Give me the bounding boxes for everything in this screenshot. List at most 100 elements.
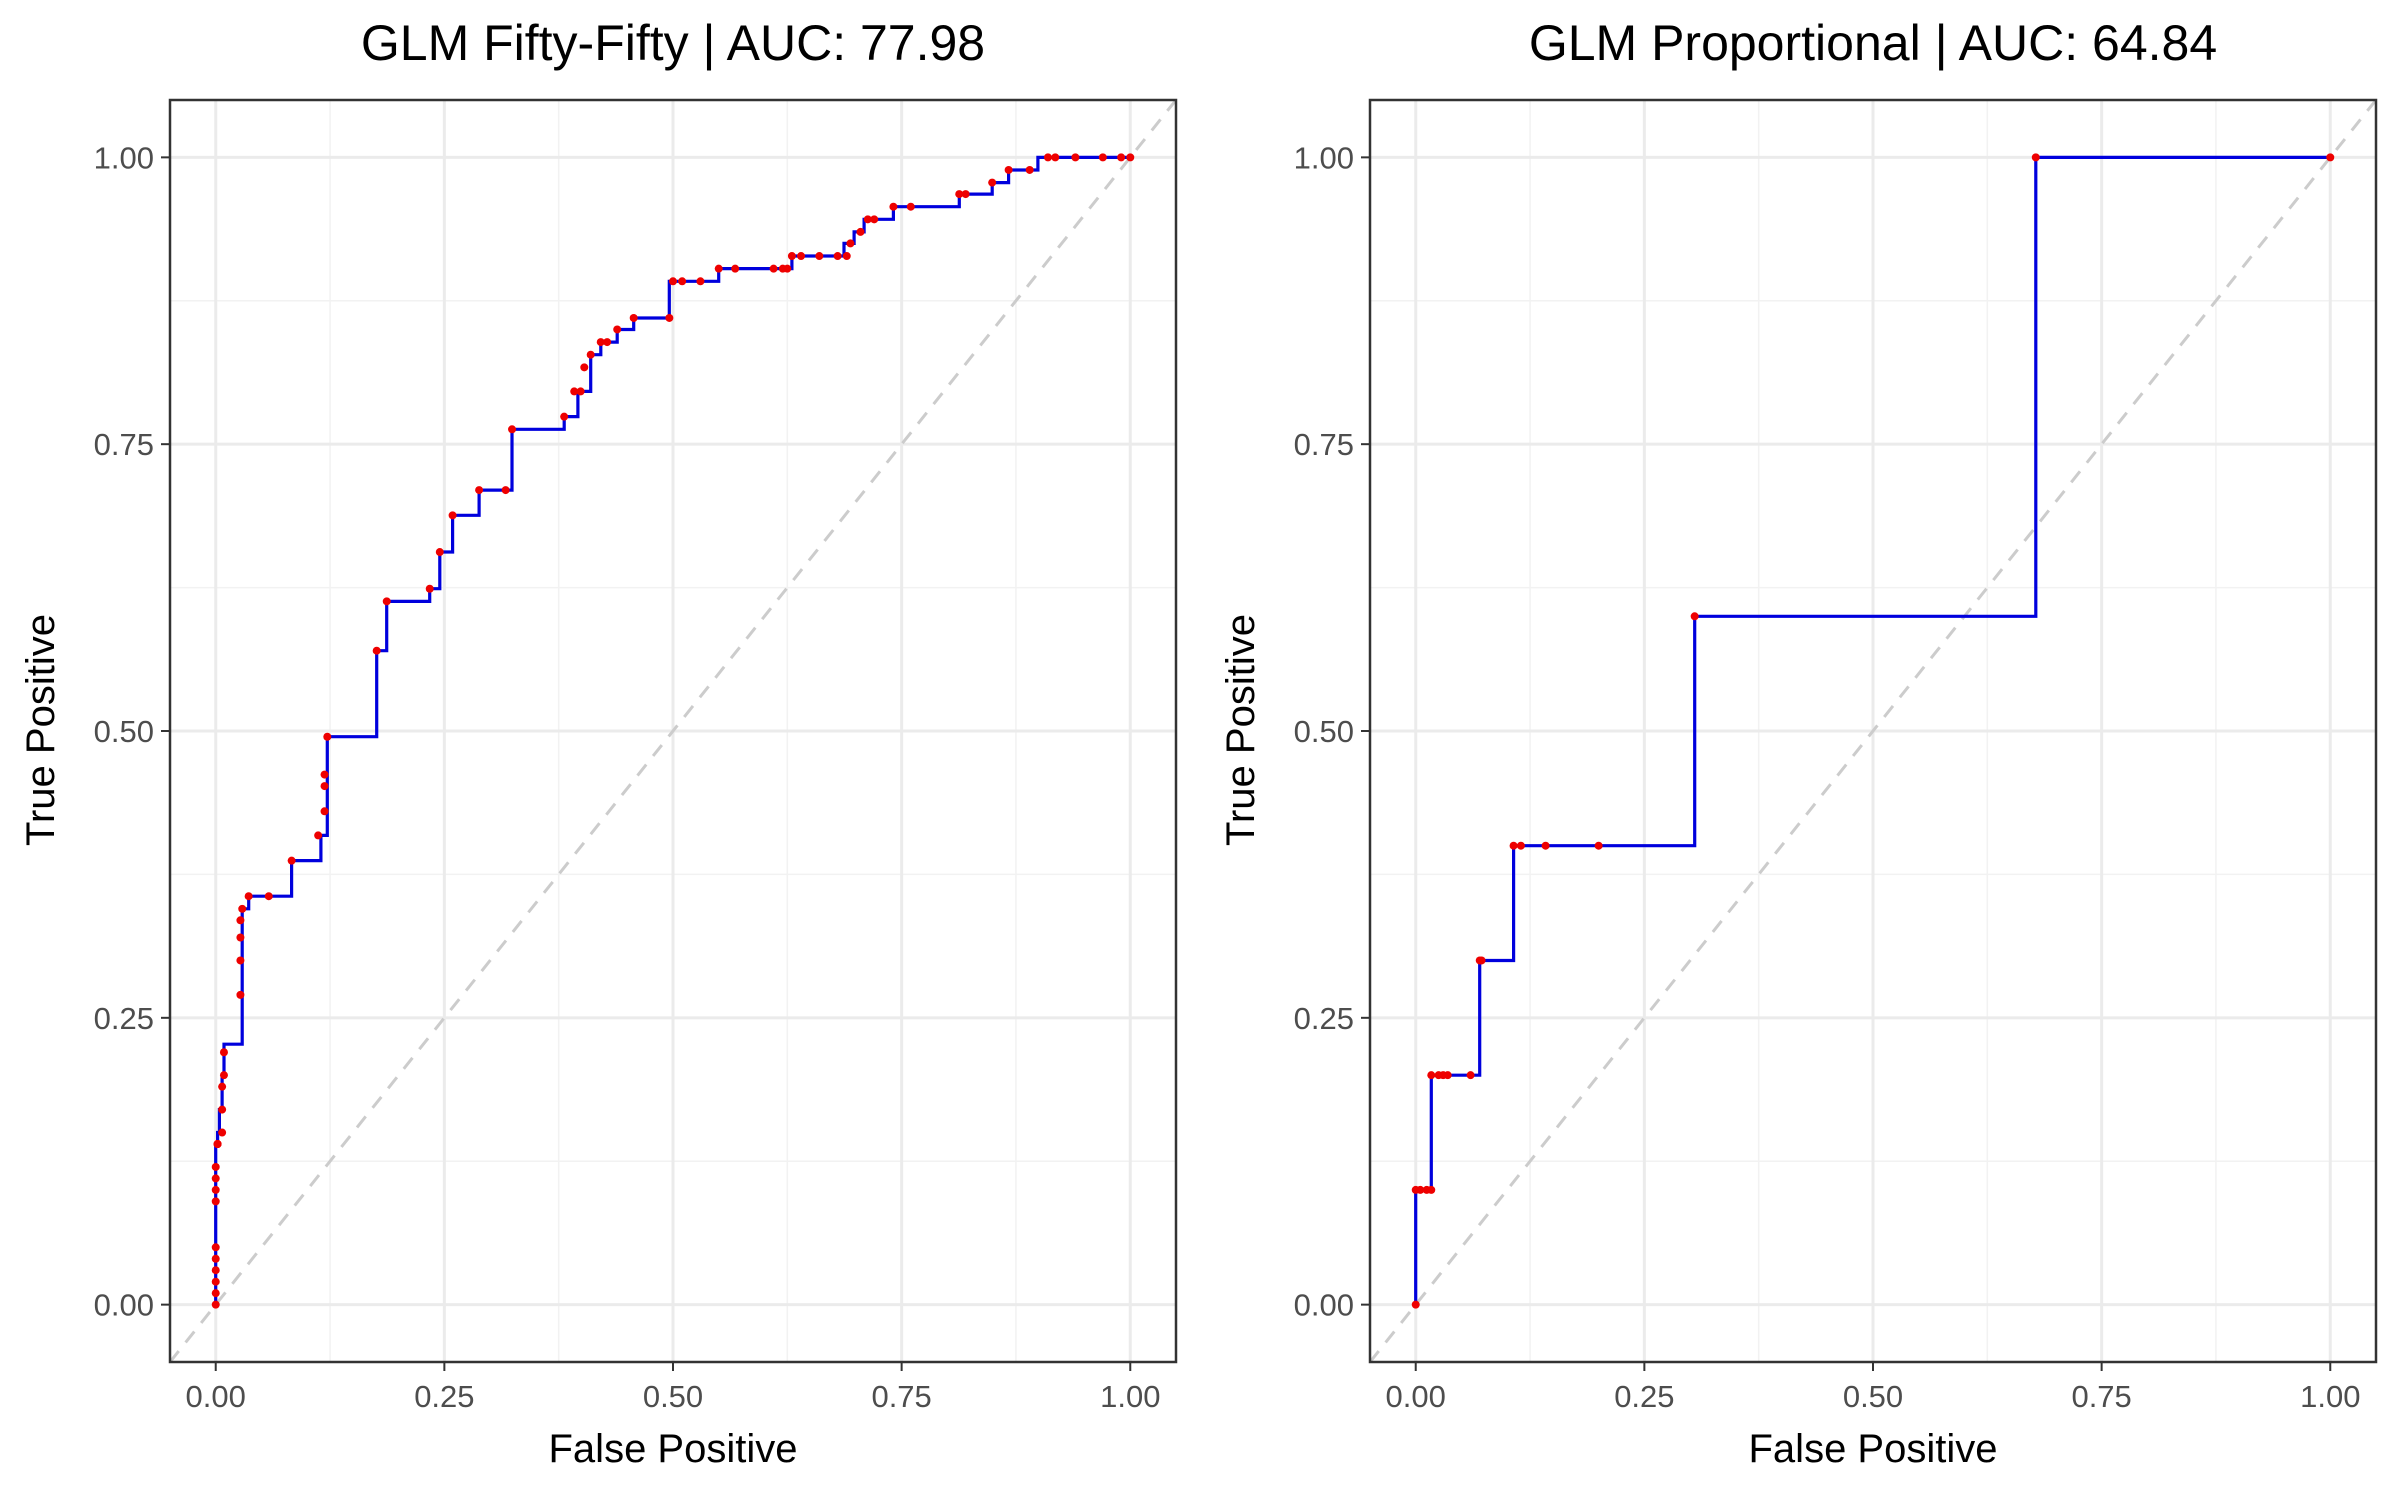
y-tick-label: 1.00	[94, 140, 154, 175]
roc-threshold-point	[218, 1082, 227, 1091]
x-tick-label: 0.25	[414, 1379, 474, 1414]
roc-threshold-point	[1025, 165, 1034, 174]
roc-threshold-point	[211, 1174, 220, 1183]
roc-threshold-point	[211, 1185, 220, 1194]
roc-threshold-point	[211, 1197, 220, 1206]
x-tick-label: 1.00	[2300, 1379, 2360, 1414]
x-axis-title: False Positive	[549, 1427, 798, 1471]
roc-threshold-point	[833, 252, 842, 261]
roc-threshold-point	[560, 412, 569, 421]
y-tick-label: 0.00	[94, 1288, 154, 1323]
roc-threshold-point	[213, 1140, 222, 1149]
roc-threshold-point	[435, 548, 444, 557]
roc-threshold-point	[1466, 1071, 1475, 1080]
roc-threshold-point	[425, 584, 434, 593]
roc-threshold-point	[2031, 153, 2040, 162]
y-tick-label: 0.00	[1294, 1288, 1354, 1323]
roc-threshold-point	[323, 732, 332, 741]
roc-threshold-point	[596, 338, 605, 347]
reference-diagonal-line	[170, 100, 1176, 1362]
x-tick-label: 0.00	[186, 1379, 246, 1414]
x-tick-label: 0.50	[643, 1379, 703, 1414]
roc-threshold-point	[1043, 153, 1052, 162]
roc-threshold-point	[501, 486, 510, 495]
roc-threshold-point	[211, 1254, 220, 1263]
roc-threshold-point	[1516, 841, 1525, 850]
roc-threshold-point	[714, 264, 723, 273]
roc-threshold-point	[955, 190, 964, 199]
roc-threshold-point	[236, 933, 245, 942]
x-axis-title: False Positive	[1749, 1427, 1998, 1471]
roc-threshold-point	[211, 1289, 220, 1298]
roc-threshold-point	[320, 782, 329, 791]
x-tick-label: 0.00	[1386, 1379, 1446, 1414]
plot-area	[170, 100, 1176, 1362]
roc-threshold-point	[570, 387, 579, 396]
x-tick-label: 0.50	[1843, 1379, 1903, 1414]
roc-threshold-point	[906, 202, 915, 211]
roc-threshold-point	[629, 313, 638, 322]
roc-threshold-point	[218, 1128, 227, 1137]
roc-threshold-point	[1071, 153, 1080, 162]
roc-threshold-point	[696, 277, 705, 286]
roc-threshold-point	[1004, 165, 1013, 174]
roc-threshold-point	[870, 215, 879, 224]
roc-threshold-point	[586, 350, 595, 359]
roc-threshold-point	[211, 1266, 220, 1275]
roc-threshold-point	[603, 338, 612, 347]
roc-threshold-point	[236, 990, 245, 999]
roc-threshold-point	[211, 1277, 220, 1286]
roc-threshold-point	[863, 215, 872, 224]
roc-threshold-point	[1427, 1185, 1436, 1194]
roc-threshold-point	[1690, 612, 1699, 621]
roc-threshold-point	[1541, 841, 1550, 850]
roc-threshold-point	[815, 252, 824, 261]
roc-threshold-point	[211, 1300, 220, 1309]
roc-threshold-point	[580, 363, 589, 372]
roc-threshold-point	[678, 277, 687, 286]
roc-threshold-point	[508, 425, 517, 434]
roc-threshold-point	[842, 252, 851, 261]
roc-threshold-point	[1509, 841, 1518, 850]
roc-threshold-point	[475, 486, 484, 495]
roc-threshold-point	[219, 1071, 228, 1080]
roc-threshold-point	[314, 831, 323, 840]
y-tick-label: 0.25	[1294, 1001, 1354, 1036]
panel-border	[1368, 98, 2378, 1364]
x-tick-label: 0.75	[871, 1379, 931, 1414]
y-tick-label: 1.00	[1294, 140, 1354, 175]
roc-threshold-point	[2326, 153, 2335, 162]
y-tick-label: 0.50	[94, 714, 154, 749]
roc-threshold-point	[1427, 1071, 1436, 1080]
roc-threshold-point	[961, 190, 970, 199]
roc-threshold-point	[787, 252, 796, 261]
y-tick-label: 0.25	[94, 1001, 154, 1036]
roc-threshold-point	[372, 646, 381, 655]
roc-threshold-point	[320, 770, 329, 779]
roc-threshold-point	[236, 956, 245, 965]
roc-threshold-point	[320, 807, 329, 816]
x-tick-label: 0.25	[1614, 1379, 1674, 1414]
x-tick-label: 0.75	[2071, 1379, 2131, 1414]
roc-threshold-point	[889, 202, 898, 211]
roc-threshold-point	[211, 1162, 220, 1171]
roc-threshold-point	[264, 892, 273, 901]
y-tick-label: 0.50	[1294, 714, 1354, 749]
roc-threshold-point	[1477, 956, 1486, 965]
y-tick-label: 0.75	[94, 427, 154, 462]
roc-threshold-point	[797, 252, 806, 261]
roc-threshold-point	[988, 178, 997, 187]
roc-threshold-point	[1051, 153, 1060, 162]
roc-threshold-point	[218, 1105, 227, 1114]
y-tick-label: 0.75	[1294, 427, 1354, 462]
roc-threshold-point	[576, 387, 585, 396]
roc-threshold-point	[1443, 1071, 1452, 1080]
roc-threshold-point	[1126, 153, 1135, 162]
roc-threshold-point	[1411, 1300, 1420, 1309]
x-tick-label: 1.00	[1100, 1379, 1160, 1414]
reference-diagonal-line	[1370, 100, 2376, 1362]
roc-threshold-point	[1594, 841, 1603, 850]
roc-threshold-point	[448, 511, 457, 520]
panel-title: GLM Fifty-Fifty | AUC: 77.98	[361, 15, 985, 71]
